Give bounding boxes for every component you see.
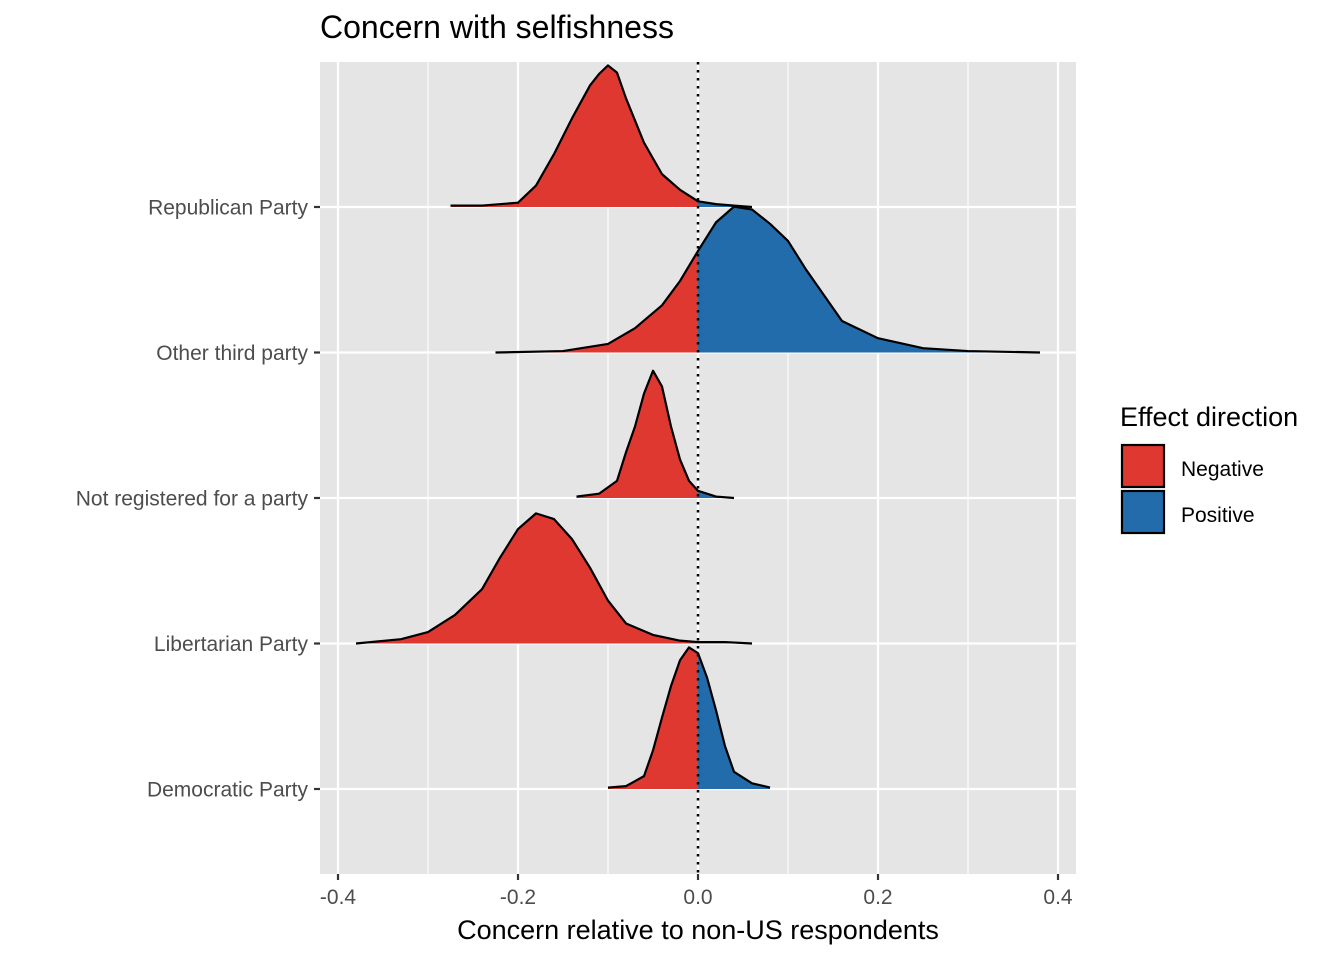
ridge-not-registered-for-a-party bbox=[576, 369, 735, 500]
x-tick-label: -0.2 bbox=[500, 886, 536, 909]
ridge-libertarian-party bbox=[355, 512, 753, 645]
density-outline bbox=[495, 205, 1041, 354]
y-tick-label: Other third party bbox=[156, 342, 308, 365]
negative-area bbox=[495, 250, 698, 353]
density-outline bbox=[607, 646, 771, 789]
ridge-democratic-party bbox=[607, 646, 771, 789]
legend-label-positive: Positive bbox=[1181, 504, 1255, 527]
density-outline bbox=[576, 369, 735, 500]
legend-key-positive bbox=[1120, 489, 1166, 535]
density-ridges bbox=[355, 64, 1041, 789]
ridge-other-third-party bbox=[495, 205, 1041, 354]
positive-area bbox=[698, 653, 770, 789]
legend-key-negative bbox=[1120, 443, 1166, 489]
y-axis: Democratic Party Libertarian Party Not reg… bbox=[76, 197, 320, 802]
y-tick-label: Democratic Party bbox=[147, 779, 309, 802]
legend: Effect direction Negative Positive bbox=[1120, 402, 1298, 535]
y-tick-label: Not registered for a party bbox=[76, 488, 309, 511]
density-outline bbox=[450, 64, 753, 209]
density-outline bbox=[355, 512, 753, 645]
negative-area bbox=[576, 370, 698, 498]
negative-area bbox=[356, 513, 698, 644]
chart-title: Concern with selfishness bbox=[320, 9, 674, 45]
x-tick-label: -0.4 bbox=[320, 886, 357, 909]
ridge-republican-party bbox=[450, 64, 753, 209]
negative-area bbox=[450, 65, 698, 208]
x-axis-title: Concern relative to non-US respondents bbox=[457, 915, 939, 945]
positive-area bbox=[698, 201, 752, 207]
positive-area bbox=[698, 206, 1040, 353]
x-tick-label: 0.2 bbox=[863, 886, 892, 909]
negative-area bbox=[608, 647, 698, 789]
x-axis: -0.4 -0.2 0.0 0.2 0.4 bbox=[320, 874, 1073, 909]
x-tick-label: 0.4 bbox=[1043, 886, 1073, 909]
legend-label-negative: Negative bbox=[1181, 458, 1264, 481]
y-tick-label: Republican Party bbox=[148, 197, 308, 220]
x-tick-label: 0.0 bbox=[683, 886, 712, 909]
legend-title: Effect direction bbox=[1120, 402, 1298, 432]
positive-area bbox=[698, 490, 734, 498]
y-tick-label: Libertarian Party bbox=[154, 633, 309, 656]
